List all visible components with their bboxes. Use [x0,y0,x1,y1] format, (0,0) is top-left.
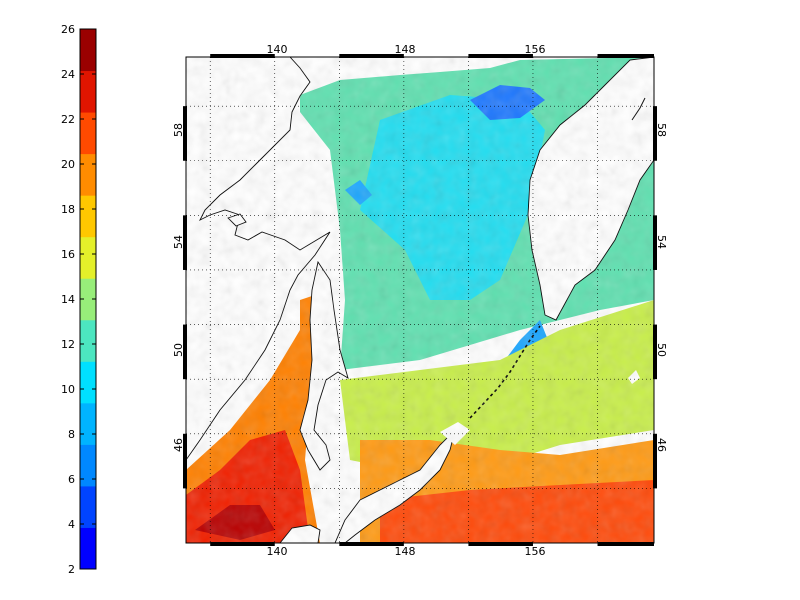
colorbar-band [80,527,96,570]
lat-tick-right-58: 58 [655,123,668,137]
sea-temperature-map: 140 148 156 140 148 156 46 50 54 58 46 5… [172,43,668,558]
lon-tick-top-140: 140 [267,43,288,56]
lat-tick-left-58: 58 [172,123,185,137]
colorbar-tick-label: 8 [68,428,75,441]
colorbar-band [80,29,96,72]
temperature-field [186,57,654,543]
frame-bar-left [183,215,187,270]
frame-bar-right [653,433,657,489]
frame-bar-bottom [468,542,533,546]
frame-bar-bottom [210,542,275,546]
map-frame [185,56,655,544]
colorbar-tick-label: 2 [68,563,75,576]
frame-bar-bottom [339,542,404,546]
colorbar-band [80,112,96,155]
colorbar-tick-label: 14 [61,293,75,306]
colorbar-tick-label: 10 [61,383,75,396]
lon-tick-bottom-140: 140 [267,545,288,558]
colorbar-band [80,444,96,487]
lat-tick-left-46: 46 [172,438,185,452]
lat-tick-right-46: 46 [655,438,668,452]
colorbar-band [80,153,96,196]
frame-bar-left [183,106,187,161]
colorbar-band [80,402,96,445]
map-edge-bars [183,54,657,546]
lat-tick-right-50: 50 [655,343,668,357]
frame-bar-right [653,106,657,161]
colorbar-band [80,361,96,404]
frame-bar-top [597,54,654,58]
frame-bar-top [468,54,533,58]
frame-bar-right [653,215,657,270]
map-tick-labels: 140 148 156 140 148 156 46 50 54 58 46 5… [172,43,668,558]
colorbar-tick-label: 26 [61,23,75,36]
colorbar-tick-label: 24 [61,68,75,81]
colorbar-bands [80,29,96,570]
map-grid [186,57,654,543]
frame-bar-left [183,324,187,380]
field-texture [186,57,654,543]
frame-bar-left [183,433,187,489]
colorbar-tick-label: 20 [61,158,75,171]
colorbar-tick-label: 4 [68,518,75,531]
colorbar-band [80,278,96,321]
colorbar-band [80,195,96,238]
colorbar-tick-label: 16 [61,248,75,261]
frame-bar-top [339,54,404,58]
lat-tick-left-50: 50 [172,343,185,357]
lon-tick-bottom-148: 148 [395,545,416,558]
lat-tick-left-54: 54 [172,235,185,249]
frame-bar-bottom [597,542,654,546]
colorbar-tick-label: 12 [61,338,75,351]
frame-bar-right [653,324,657,380]
colorbar-band [80,70,96,113]
lon-tick-bottom-156: 156 [525,545,546,558]
lon-tick-top-156: 156 [525,43,546,56]
colorbar-band [80,319,96,362]
colorbar-tick-label: 22 [61,113,75,126]
colorbar-tick-label: 18 [61,203,75,216]
frame-bar-top [210,54,275,58]
lat-tick-right-54: 54 [655,235,668,249]
colorbar-tick-label: 6 [68,473,75,486]
lon-tick-top-148: 148 [395,43,416,56]
colorbar-band [80,236,96,279]
colorbar-band [80,485,96,528]
